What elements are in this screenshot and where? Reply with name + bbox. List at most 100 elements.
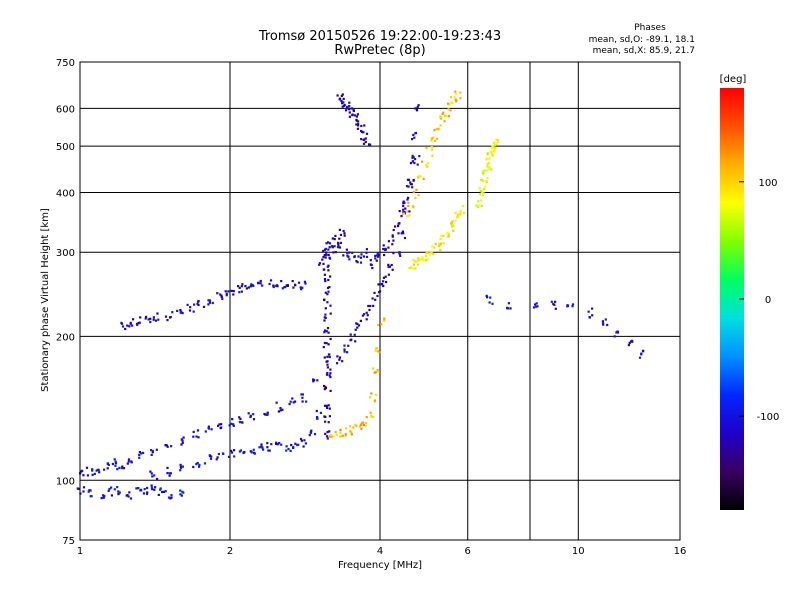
legend-entry-o: mean, sd,O: -89.1, 18.1 <box>589 35 695 45</box>
data-point <box>456 213 459 216</box>
data-point <box>149 320 152 324</box>
data-point <box>208 299 212 302</box>
data-point <box>507 302 510 305</box>
data-point <box>250 283 253 286</box>
x-axis-ticks: 1 2 4 6 10 16 <box>77 546 687 557</box>
data-point <box>338 246 341 249</box>
data-point <box>447 235 450 238</box>
data-point <box>377 283 380 286</box>
data-point <box>86 474 89 477</box>
data-point <box>301 396 304 399</box>
data-point <box>110 494 113 497</box>
data-point <box>449 109 452 112</box>
data-point <box>414 107 417 110</box>
data-point <box>350 431 353 434</box>
data-point <box>413 136 416 139</box>
y-tick-label: 300 <box>56 248 75 259</box>
data-point <box>171 311 174 314</box>
data-point <box>430 137 434 140</box>
data-point <box>363 313 366 316</box>
data-point <box>463 212 466 215</box>
data-point <box>447 102 450 105</box>
data-point <box>353 333 356 336</box>
data-point <box>339 241 342 244</box>
data-point <box>410 267 413 270</box>
data-point <box>339 233 343 236</box>
data-point <box>245 287 248 290</box>
data-point <box>169 472 172 475</box>
data-point <box>359 256 362 259</box>
data-point <box>490 168 493 171</box>
data-point <box>480 191 483 194</box>
data-point <box>157 318 160 321</box>
data-point <box>383 253 386 257</box>
data-point <box>486 176 489 179</box>
data-point <box>409 162 413 165</box>
data-point <box>398 222 401 225</box>
data-point <box>250 451 253 454</box>
data-point <box>328 286 331 289</box>
data-point <box>493 149 496 152</box>
data-point <box>407 204 410 208</box>
y-tick-label: 600 <box>56 104 75 115</box>
data-point <box>249 285 252 288</box>
data-point <box>324 329 327 332</box>
data-point <box>368 143 371 146</box>
colorbar-tick-label: -100 <box>757 412 780 423</box>
data-point <box>351 114 354 117</box>
data-point <box>454 90 457 93</box>
data-point <box>591 314 594 317</box>
data-point <box>402 212 405 215</box>
data-point <box>304 282 307 285</box>
data-point <box>602 323 605 326</box>
data-point <box>217 452 220 456</box>
data-point <box>150 484 153 487</box>
data-point <box>347 107 350 110</box>
data-point <box>372 304 375 307</box>
data-point <box>168 474 171 477</box>
data-point <box>479 193 482 196</box>
data-point <box>349 333 352 336</box>
data-point <box>440 242 443 245</box>
data-point <box>362 255 365 258</box>
data-point <box>297 281 301 284</box>
data-point <box>275 401 278 404</box>
data-point <box>336 246 340 249</box>
data-point <box>252 413 255 416</box>
data-point <box>80 470 83 473</box>
data-point <box>359 423 363 426</box>
data-point <box>323 388 326 391</box>
data-point <box>408 266 411 270</box>
data-point <box>412 133 415 136</box>
data-point <box>362 142 366 145</box>
data-point <box>325 251 328 254</box>
data-point <box>153 474 156 477</box>
data-point <box>328 355 331 359</box>
data-point <box>486 165 489 168</box>
colorbar-label: [deg] <box>720 74 747 85</box>
data-point <box>262 448 265 451</box>
data-point <box>98 471 101 474</box>
data-point <box>164 444 167 447</box>
data-point <box>249 414 252 417</box>
data-point <box>344 433 347 436</box>
data-point <box>424 254 428 257</box>
data-point <box>480 199 483 202</box>
data-point <box>355 119 358 122</box>
data-point <box>275 441 278 444</box>
data-point <box>571 303 575 306</box>
data-point <box>358 425 362 428</box>
data-point <box>324 307 327 310</box>
data-point <box>259 282 262 285</box>
data-point <box>355 260 358 263</box>
data-point <box>486 169 489 172</box>
data-point <box>491 147 494 150</box>
data-point <box>370 263 373 266</box>
data-point <box>425 258 428 261</box>
data-point <box>370 392 373 395</box>
data-point <box>329 312 332 315</box>
data-point <box>435 127 438 131</box>
data-point <box>496 141 500 144</box>
data-point <box>351 251 354 254</box>
data-point <box>391 235 394 238</box>
